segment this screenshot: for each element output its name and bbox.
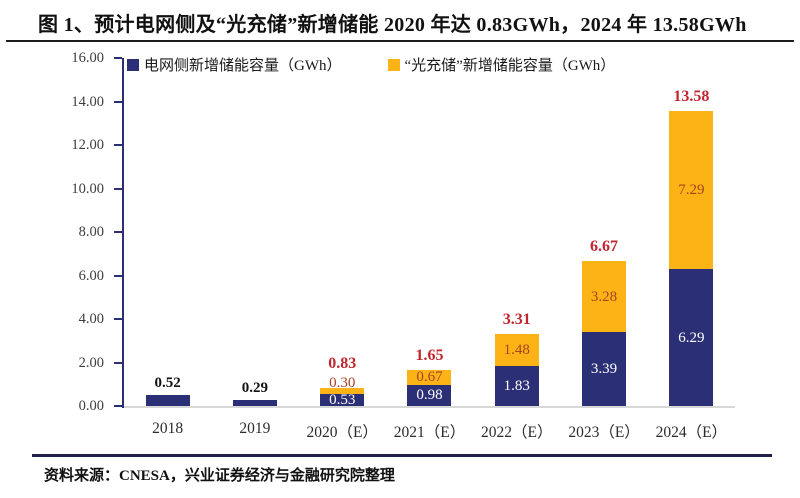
- y-axis-tick-label: 16.00: [71, 50, 104, 66]
- bar-group: 1.83 1.48 3.31 2022（E）: [473, 58, 560, 441]
- y-axis-tick-label: 12.00: [71, 137, 104, 153]
- source-divider: [32, 454, 772, 457]
- grid-value-label: 1.83: [503, 378, 530, 395]
- y-axis-tick-label: 10.00: [71, 180, 104, 197]
- grid-bar-segment: [669, 269, 714, 406]
- pv-bar-segment: [320, 387, 365, 395]
- pv-value-label: 7.29: [678, 181, 705, 198]
- total-value-label: 0.83: [328, 354, 357, 372]
- title-underline: [6, 40, 794, 42]
- y-axis-tick: [114, 57, 122, 59]
- bar-group: 3.39 3.28 6.67 2023（E）: [560, 58, 647, 441]
- grid-value-label: 0.53: [329, 392, 356, 409]
- figure-title: 图 1、预计电网侧及“光充储”新增储能 2020 年达 0.83GWh，2024…: [38, 14, 747, 36]
- y-axis-tick-label: 8.00: [78, 224, 104, 240]
- bar-group: 0.52 2018: [124, 58, 211, 437]
- y-axis-tick-label: 0.00: [78, 398, 104, 414]
- x-axis-label: 2019: [239, 420, 271, 437]
- pv-value-label: 1.48: [503, 342, 530, 359]
- grid-bar-segment: [494, 366, 539, 406]
- pv-value-label: 0.30: [329, 374, 356, 391]
- grid-series-swatch: [127, 58, 139, 71]
- legend-item-grid: 电网侧新增储能容量（GWh）: [127, 54, 342, 75]
- bar-group: 0.53 0.30 0.83 2020（E）: [299, 58, 386, 441]
- legend-label-pv: “光充储”新增储能容量（GWh）: [404, 58, 616, 74]
- bars-container: 0.52 2018 0.29 2019 0.53 0.30 0.83 2020（E） 0.98 0…: [124, 58, 735, 441]
- y-axis-labels: 0.00 2.00 4.00 6.00 8.00 10.00 12.00 14.00 16.00: [0, 50, 104, 414]
- bar-group: 6.29 7.29 13.58 2024（E）: [648, 58, 735, 441]
- pv-bar-segment: [669, 110, 714, 270]
- grid-bar-segment: [232, 399, 277, 406]
- grid-value-label: 6.29: [678, 329, 705, 346]
- grid-bar-segment: [145, 394, 190, 406]
- y-axis-tick-label: 4.00: [78, 311, 104, 327]
- total-value-label: 13.58: [673, 87, 710, 105]
- source-note: 资料来源：CNESA，兴业证券经济与金融研究院整理: [44, 468, 395, 484]
- x-axis-label: 2021（E）: [393, 424, 466, 441]
- pv-series-swatch: [387, 58, 400, 71]
- y-axis-tick: [114, 318, 122, 320]
- x-axis-line: [124, 406, 735, 408]
- x-axis-label: 2023（E）: [568, 424, 640, 441]
- grid-value-label: 0.52: [154, 374, 181, 391]
- x-axis-label: 2018: [152, 420, 184, 437]
- pv-value-label: 3.28: [590, 288, 618, 305]
- bar-group: 0.98 0.67 1.65 2021（E）: [386, 58, 473, 441]
- pv-bar-segment: [494, 334, 539, 367]
- pv-bar-segment: [407, 370, 452, 385]
- y-axis-tick: [114, 274, 122, 277]
- total-value-label: 3.31: [502, 311, 531, 329]
- y-axis-tick: [114, 187, 122, 190]
- y-axis-tick-label: 14.00: [71, 93, 104, 110]
- grid-bar-segment: [582, 332, 627, 406]
- legend-item-pv: “光充储”新增储能容量（GWh）: [387, 54, 616, 75]
- y-axis-tick: [114, 100, 122, 103]
- total-value-label: 1.65: [415, 347, 444, 365]
- x-axis-label: 2022（E）: [481, 424, 553, 441]
- bar-group: 0.29 2019: [211, 58, 298, 437]
- pv-bar-segment: [582, 260, 627, 333]
- legend: 电网侧新增储能容量（GWh） “光充储”新增储能容量（GWh）: [127, 54, 615, 75]
- grid-value-label: 0.29: [241, 379, 269, 396]
- grid-value-label: 3.39: [590, 361, 618, 378]
- grid-bar-segment: [320, 394, 365, 406]
- grid-value-label: 0.98: [416, 387, 443, 404]
- y-axis-tick: [114, 361, 122, 364]
- pv-value-label: 0.67: [416, 369, 443, 386]
- grid-bar-segment: [407, 384, 452, 406]
- plot-area: 0.52 2018 0.29 2019 0.53 0.30 0.83 2020（E） 0.98 0…: [114, 57, 788, 441]
- legend-label-grid: 电网侧新增储能容量（GWh）: [144, 58, 342, 74]
- y-axis-tick: [114, 405, 122, 407]
- y-axis-tick: [114, 144, 122, 146]
- x-axis-label: 2020（E）: [306, 424, 378, 441]
- y-axis-tick-label: 2.00: [78, 354, 104, 371]
- y-axis-tick: [114, 231, 122, 233]
- total-value-label: 6.67: [590, 237, 619, 255]
- y-axis-tick-label: 6.00: [78, 267, 104, 284]
- x-axis-label: 2024（E）: [655, 424, 728, 441]
